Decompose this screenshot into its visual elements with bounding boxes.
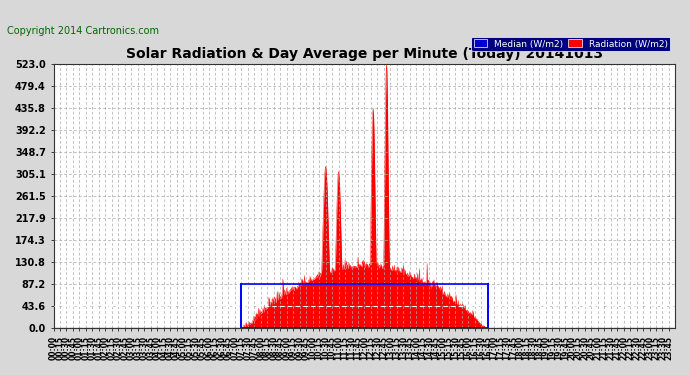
Legend: Median (W/m2), Radiation (W/m2): Median (W/m2), Radiation (W/m2) <box>471 37 671 51</box>
Text: Copyright 2014 Cartronics.com: Copyright 2014 Cartronics.com <box>7 26 159 36</box>
Title: Solar Radiation & Day Average per Minute (Today) 20141013: Solar Radiation & Day Average per Minute… <box>126 47 603 62</box>
Bar <box>241 284 488 328</box>
